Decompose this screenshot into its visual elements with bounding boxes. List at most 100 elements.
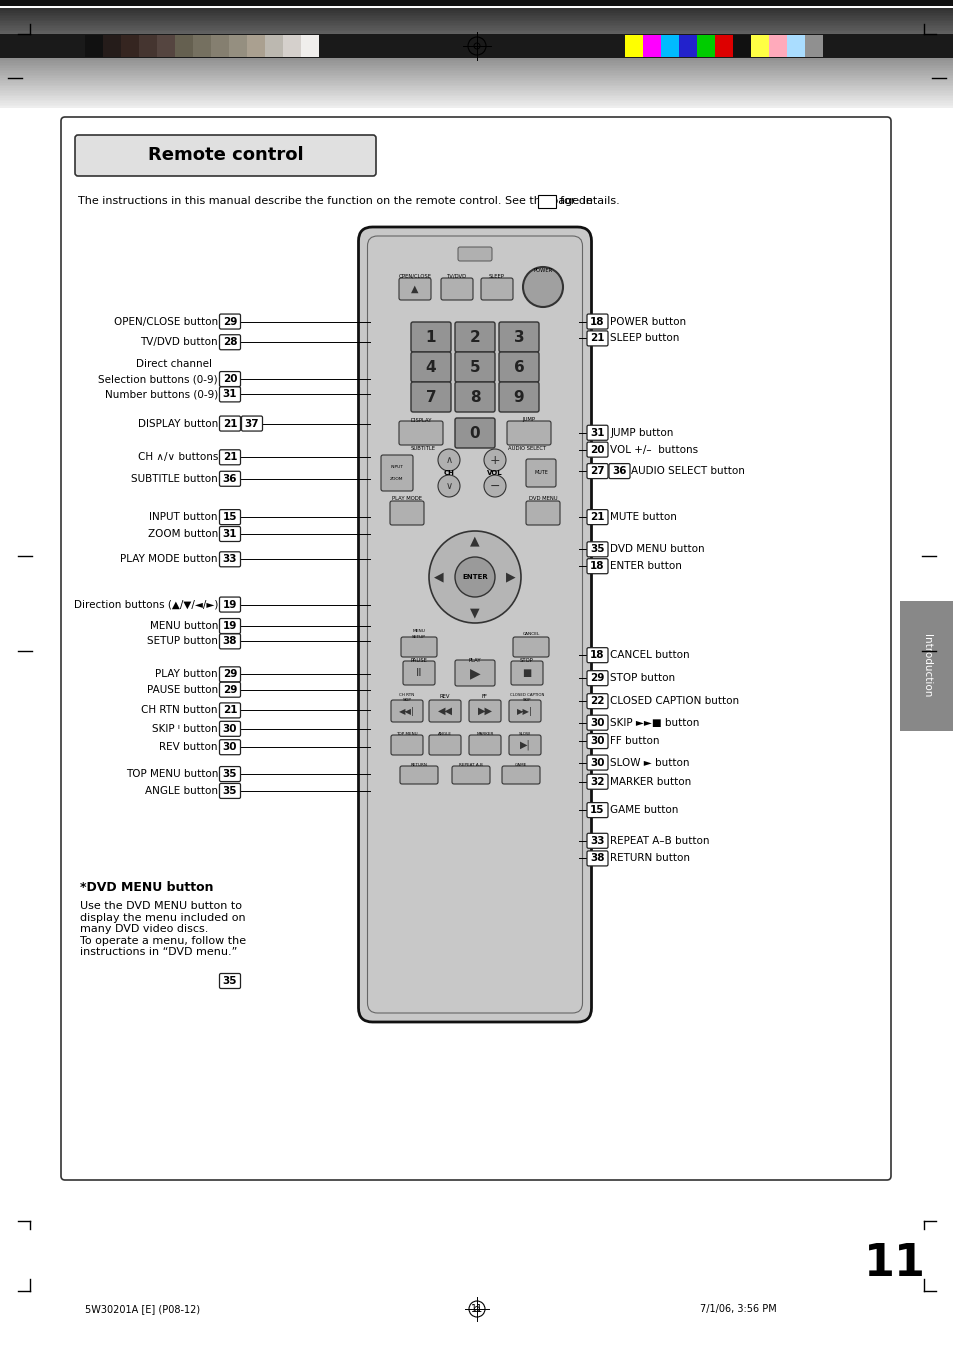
Text: MENU button: MENU button [150, 621, 218, 631]
FancyBboxPatch shape [498, 322, 538, 353]
FancyBboxPatch shape [586, 313, 607, 330]
Bar [0, 92, 953, 95]
Text: 30: 30 [590, 736, 604, 746]
Text: SKIP ᑊ button: SKIP ᑊ button [152, 724, 218, 734]
Text: 11: 11 [863, 1242, 925, 1285]
Text: 29: 29 [223, 685, 237, 694]
FancyBboxPatch shape [411, 322, 451, 353]
Text: 28: 28 [222, 338, 237, 347]
FancyBboxPatch shape [498, 382, 538, 412]
Text: ▶▶|: ▶▶| [517, 707, 533, 716]
Text: DISPLAY: DISPLAY [410, 417, 432, 423]
Circle shape [437, 476, 459, 497]
Text: MUTE button: MUTE button [610, 512, 677, 521]
Text: SKIP: SKIP [402, 698, 411, 703]
FancyBboxPatch shape [586, 715, 607, 730]
Text: PAUSE: PAUSE [410, 658, 427, 662]
Bar [174, 35, 193, 57]
FancyBboxPatch shape [440, 278, 473, 300]
Text: 9: 9 [513, 389, 524, 404]
Text: POWER: POWER [533, 269, 552, 273]
FancyBboxPatch shape [241, 416, 262, 431]
FancyBboxPatch shape [455, 353, 495, 382]
Bar [679, 35, 697, 57]
Text: 18: 18 [590, 650, 604, 661]
Text: SETUP button: SETUP button [147, 636, 218, 646]
Bar [301, 35, 318, 57]
Text: 31: 31 [222, 530, 237, 539]
Bar [0, 53, 953, 54]
Bar [0, 58, 953, 59]
FancyBboxPatch shape [219, 766, 240, 782]
Bar [0, 89, 953, 92]
Text: MARKER: MARKER [476, 732, 493, 736]
Text: 0: 0 [469, 426, 479, 440]
Text: TOP MENU: TOP MENU [395, 732, 417, 736]
Circle shape [483, 476, 505, 497]
Text: 35: 35 [222, 769, 237, 780]
Bar [0, 81, 953, 82]
Text: *DVD MENU button: *DVD MENU button [80, 881, 213, 894]
Bar [0, 54, 953, 57]
Text: SETUP: SETUP [412, 635, 425, 639]
Bar [0, 68, 953, 70]
Text: ANGLE: ANGLE [437, 732, 452, 736]
FancyBboxPatch shape [469, 735, 500, 755]
Text: 33: 33 [222, 554, 237, 565]
Text: DVD MENU button: DVD MENU button [610, 544, 704, 554]
Text: 21: 21 [590, 334, 604, 343]
Circle shape [522, 267, 562, 307]
Text: CH RTN button: CH RTN button [141, 705, 218, 716]
FancyBboxPatch shape [586, 442, 607, 457]
Bar [0, 0, 953, 30]
Text: 30: 30 [590, 758, 604, 767]
Bar [229, 35, 247, 57]
Text: 19: 19 [223, 621, 237, 631]
Bar [0, 59, 953, 61]
FancyBboxPatch shape [455, 382, 495, 412]
FancyBboxPatch shape [219, 450, 240, 465]
Text: RETURN: RETURN [410, 763, 427, 767]
Text: 7/1/06, 3:56 PM: 7/1/06, 3:56 PM [700, 1304, 776, 1315]
Text: 31: 31 [222, 389, 237, 400]
FancyBboxPatch shape [219, 721, 240, 736]
FancyBboxPatch shape [219, 784, 240, 798]
Text: Number buttons (0-9): Number buttons (0-9) [105, 389, 218, 400]
Text: REV: REV [439, 694, 450, 700]
Bar [0, 20, 953, 23]
Text: 35: 35 [590, 544, 604, 554]
Bar [660, 35, 679, 57]
Text: ENTER: ENTER [461, 574, 487, 580]
Text: FF: FF [481, 694, 488, 700]
Text: 36: 36 [612, 466, 626, 476]
Bar [624, 35, 642, 57]
Text: 18: 18 [590, 561, 604, 571]
Bar [85, 35, 103, 57]
Text: MUTE: MUTE [534, 470, 547, 476]
Text: ZOOM: ZOOM [390, 477, 403, 481]
Text: REPEAT A–B button: REPEAT A–B button [610, 836, 709, 846]
FancyBboxPatch shape [219, 740, 240, 755]
Bar [211, 35, 229, 57]
Bar [768, 35, 786, 57]
Text: SUBTITLE button: SUBTITLE button [132, 474, 218, 484]
Bar [157, 35, 174, 57]
FancyBboxPatch shape [501, 766, 539, 784]
FancyBboxPatch shape [586, 755, 607, 770]
Bar [0, 39, 953, 42]
Bar [750, 35, 768, 57]
Bar [0, 76, 953, 78]
Text: RETURN button: RETURN button [610, 854, 690, 863]
Text: ◀◀|: ◀◀| [398, 707, 415, 716]
Text: TV/DVD button: TV/DVD button [140, 338, 218, 347]
FancyBboxPatch shape [586, 802, 607, 817]
Text: JUMP button: JUMP button [610, 428, 673, 438]
Text: 8: 8 [469, 389, 479, 404]
Text: TV/DVD: TV/DVD [446, 273, 467, 278]
FancyBboxPatch shape [219, 372, 240, 386]
FancyBboxPatch shape [219, 551, 240, 567]
Text: SKIP: SKIP [522, 698, 531, 703]
Bar [0, 31, 953, 32]
FancyBboxPatch shape [219, 313, 240, 330]
Text: STOP button: STOP button [610, 673, 675, 684]
